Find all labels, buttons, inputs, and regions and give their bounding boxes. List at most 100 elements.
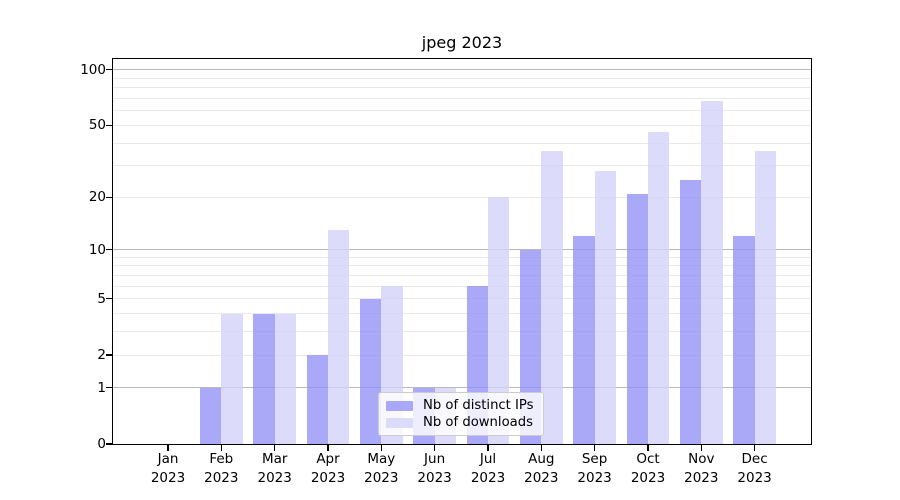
bar-downloads-jul [488,197,510,444]
plot-area [113,59,811,444]
x-tick-year: 2023 [524,469,559,486]
x-tick-month: Jul [479,451,497,467]
bar-distinct-ips-mar [253,313,275,444]
x-tick-month: Aug [528,451,555,467]
y-tick-label: 100 [80,61,106,78]
gridline-minor [113,331,811,333]
gridline-minor [113,313,811,315]
y-tick-label: 5 [97,290,106,307]
legend-entry-downloads: Nb of downloads [386,415,535,431]
y-tick-mark [105,354,112,356]
x-tick-month: Mar [261,451,288,467]
x-tick-label: Feb 2023 [181,450,261,487]
gridline-minor [113,285,811,287]
bar-distinct-ips-oct [626,193,648,444]
x-tick-month: Jan [157,451,179,467]
gridline-major [113,69,811,71]
gridline-minor [113,354,811,356]
bar-distinct-ips-sep [573,236,595,444]
y-tick-label: 1 [97,379,106,396]
x-tick-label: Mar 2023 [235,450,315,487]
y-tick-mark [105,69,112,71]
x-tick-mark [220,445,222,451]
gridline-minor [113,98,811,99]
x-tick-mark [434,445,436,451]
x-tick-label: May 2023 [341,450,421,487]
x-tick-mark [274,445,276,451]
legend-label-downloads: Nb of downloads [423,415,533,430]
gridline-minor [113,165,811,167]
x-tick-month: Dec [741,451,768,467]
x-tick-label: Jun 2023 [395,450,475,487]
gridline-minor [113,275,811,276]
x-tick-year: 2023 [257,469,292,486]
bar-downloads-apr [328,230,350,444]
bar-distinct-ips-may [360,298,382,444]
x-tick-mark [487,445,489,451]
x-tick-label: Aug 2023 [501,450,581,487]
chart-title: jpeg 2023 [421,33,503,52]
x-tick-mark [540,445,542,451]
x-tick-mark [594,445,596,451]
y-tick-mark [105,249,112,251]
x-tick-year: 2023 [470,469,506,486]
x-tick-mark [647,445,649,451]
legend: Nb of distinct IPs Nb of downloads [378,392,544,436]
bar-distinct-ips-nov [680,179,702,444]
x-tick-year: 2023 [417,469,452,486]
gridline-minor [113,256,811,258]
x-tick-month: Jun [424,451,446,467]
legend-entry-distinct-ips: Nb of distinct IPs [386,398,535,414]
y-tick-mark [105,196,112,198]
bar-downloads-mar [274,313,296,444]
x-tick-year: 2023 [630,469,666,486]
gridline-minor [113,142,811,144]
gridline-major [113,249,811,251]
x-tick-label: Sep 2023 [555,450,635,487]
gridline-minor [113,265,811,267]
x-tick-year: 2023 [577,469,612,486]
x-tick-mark [754,445,756,451]
bar-downloads-aug [541,151,563,444]
x-tick-month: Nov [688,451,715,467]
bar-downloads-nov [701,100,723,444]
y-tick-label: 2 [97,347,106,363]
x-tick-label: Nov 2023 [661,450,741,487]
x-tick-month: Apr [316,451,340,467]
x-tick-label: Jan 2023 [128,450,208,487]
legend-swatch-distinct-ips [386,401,413,411]
x-tick-mark [380,445,382,451]
bar-downloads-sep [594,171,616,444]
bar-downloads-oct [648,131,670,444]
x-tick-mark [327,445,329,451]
gridline-major [113,387,811,389]
bar-distinct-ips-apr [306,355,328,444]
x-tick-label: Jul 2023 [448,450,528,487]
bar-distinct-ips-dec [733,236,755,444]
x-tick-month: Feb [209,451,234,467]
y-tick-mark [105,443,112,445]
y-tick-label: 20 [88,189,106,206]
bar-downloads-dec [754,151,776,444]
y-tick-label: 50 [88,117,106,134]
gridline-minor [113,87,811,89]
gridline-minor [113,77,811,79]
x-tick-year: 2023 [737,469,772,486]
x-tick-label: Dec 2023 [715,450,795,487]
x-tick-month: May [367,451,396,467]
y-tick-mark [105,298,112,300]
x-tick-mark [167,445,169,451]
y-tick-mark [105,387,112,389]
gridline-minor [113,110,811,112]
y-tick-mark [105,124,112,126]
bar-distinct-ips-feb [200,387,222,444]
y-tick-label: 0 [97,436,106,452]
x-tick-month: Sep [581,451,608,467]
gridline-minor [113,298,811,300]
bar-downloads-feb [221,313,243,444]
x-tick-label: Oct 2023 [608,450,688,487]
gridline-minor [113,196,811,198]
x-tick-year: 2023 [150,469,186,486]
x-tick-month: Oct [636,451,660,467]
